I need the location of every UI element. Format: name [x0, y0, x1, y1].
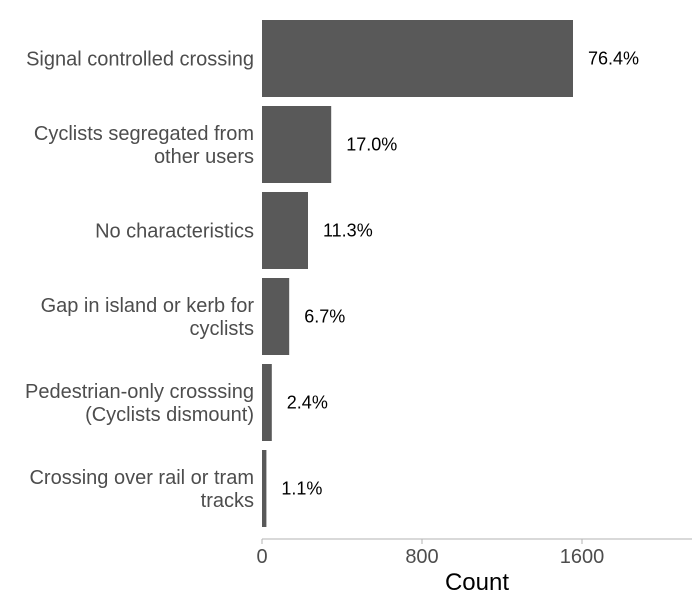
x-axis-title: Count [445, 569, 509, 596]
value-label-3: 11.3% [323, 221, 373, 241]
x-tick-label-2: 800 [405, 546, 438, 568]
category-label-3: No characteristics [95, 221, 254, 243]
bar-4 [262, 278, 290, 355]
value-label-1: 76.4% [588, 49, 639, 69]
category-labels: Signal controlled crossing Cyclists segre… [25, 49, 254, 513]
category-label-6: Crossing over rail or tram tracks [29, 467, 254, 512]
value-labels: 76.4% 17.0% 11.3% 6.7% 2.4% 1.1% [281, 49, 639, 499]
category-label-4: Gap in island or kerb for cyclists [41, 295, 255, 340]
category-label-1: Signal controlled crossing [26, 49, 254, 71]
x-tick-label-3: 1600 [560, 546, 605, 568]
bars-group [262, 20, 573, 527]
x-axis-ticks: 0 800 1600 [256, 539, 604, 568]
bar-1 [262, 20, 573, 97]
x-tick-label-1: 0 [256, 546, 267, 568]
value-label-6: 1.1% [281, 479, 322, 499]
bar-6 [262, 450, 267, 527]
bar-3 [262, 192, 308, 269]
value-label-4: 6.7% [304, 307, 345, 327]
value-label-2: 17.0% [346, 135, 397, 155]
category-label-2: Cyclists segregated from other users [34, 123, 254, 168]
bar-2 [262, 106, 332, 183]
value-label-5: 2.4% [287, 393, 328, 413]
bar-5 [262, 364, 272, 441]
category-label-5: Pedestrian-only crosssing (Cyclists dismo… [25, 381, 254, 426]
